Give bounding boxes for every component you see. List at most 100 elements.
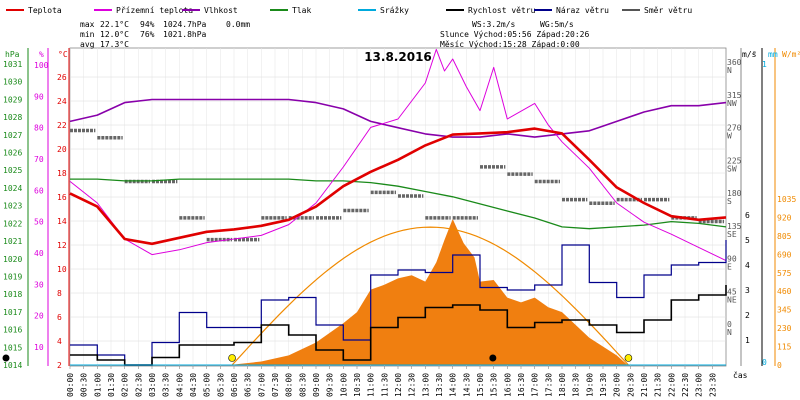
legend-entry: Vlhkost [204, 6, 238, 15]
mm-tick-label: 1 [762, 60, 767, 69]
x-tick-label: 17:00 [531, 373, 540, 397]
c-tick-label: 10 [57, 265, 67, 274]
chart-title: 13.8.2016 [364, 50, 432, 64]
c-tick-label: 24 [57, 97, 67, 106]
temperature-line [69, 127, 727, 246]
c-tick-label: 8 [57, 289, 62, 298]
hpa-tick-label: 1029 [3, 95, 22, 104]
x-tick-label: 01:00 [93, 373, 102, 397]
x-tick-label: 15:30 [490, 373, 499, 397]
x-tick-label: 05:00 [203, 373, 212, 397]
x-tick-label: 07:00 [257, 373, 266, 397]
stats-press: 1024.7hPa [163, 20, 207, 29]
sunrise-marker [228, 354, 236, 362]
x-tick-label: 10:00 [339, 373, 348, 397]
stats-row-label: min [80, 30, 95, 39]
deg-tick-label: 90 [727, 255, 737, 264]
x-tick-label: 00:30 [80, 373, 89, 397]
dir-tick-label: NE [727, 295, 737, 304]
c-tick-label: 14 [57, 217, 67, 226]
hpa-unit-label: hPa [5, 50, 20, 59]
ms-tick-label: 2 [745, 311, 750, 320]
x-tick-label: 23:30 [708, 373, 717, 397]
hpa-tick-label: 1015 [3, 343, 22, 352]
c-tick-label: 26 [57, 73, 67, 82]
ms-tick-label: 5 [745, 236, 750, 245]
deg-tick-label: 135 [727, 222, 742, 231]
hpa-tick-label: 1024 [3, 184, 22, 193]
stats-wg: WG:5m/s [540, 20, 574, 29]
humidity-line [69, 98, 727, 138]
pct-tick-label: 50 [34, 218, 44, 227]
x-tick-label: 13:00 [421, 373, 430, 397]
hpa-tick-label: 1031 [3, 60, 22, 69]
hpa-tick-label: 1030 [3, 78, 22, 87]
hpa-tick-label: 1016 [3, 326, 22, 335]
pct-tick-label: 10 [34, 343, 44, 352]
dir-tick-label: E [727, 263, 732, 272]
pct-tick-label: 60 [34, 186, 44, 195]
x-tick-label: 14:30 [462, 373, 471, 397]
wm2-tick-label: 0 [777, 361, 782, 370]
x-tick-label: 06:30 [244, 373, 253, 397]
ms-tick-label: 4 [745, 261, 750, 270]
ms-tick-label: 3 [745, 286, 750, 295]
wm2-tick-label: 460 [777, 287, 792, 296]
x-tick-label: 18:30 [572, 373, 581, 397]
x-tick-label: 04:30 [189, 373, 198, 397]
stats-sun: Slunce Východ:05:56 Západ:20:26 [440, 30, 589, 39]
hpa-tick-label: 1028 [3, 113, 22, 122]
hpa-tick-label: 1022 [3, 219, 22, 228]
hpa-tick-label: 1027 [3, 131, 22, 140]
stats-temp: 17.3°C [100, 40, 129, 49]
solar-radiation-area [70, 219, 726, 365]
x-tick-label: 20:00 [613, 373, 622, 397]
x-tick-label: 18:00 [558, 373, 567, 397]
pct-tick-label: 40 [34, 249, 44, 258]
stats-hum: 76% [140, 30, 155, 39]
wind-gust-line [70, 240, 727, 366]
x-tick-label: 03:00 [148, 373, 157, 397]
wm2-tick-label: 345 [777, 306, 792, 315]
hpa-tick-label: 1021 [3, 237, 22, 246]
deg-tick-label: 0 [727, 320, 732, 329]
legend-entry: Teplota [28, 6, 62, 15]
deg-tick-label: 315 [727, 91, 742, 100]
mm-tick-label: 0 [762, 358, 767, 367]
x-tick-label: 21:00 [640, 373, 649, 397]
moonset-marker [2, 354, 10, 362]
deg-tick-label: 45 [727, 287, 737, 296]
x-tick-label: 15:00 [476, 373, 485, 397]
pct-tick-label: 90 [34, 92, 44, 101]
dir-tick-label: NW [727, 99, 737, 108]
c-tick-label: 22 [57, 121, 67, 130]
x-tick-label: 22:00 [667, 373, 676, 397]
x-tick-label: 10:30 [353, 373, 362, 397]
stats-row-label: avg [80, 40, 95, 49]
x-tick-label: 21:30 [654, 373, 663, 397]
dir-tick-label: N [727, 66, 732, 75]
stats-hum: 94% [140, 20, 155, 29]
x-tick-label: 19:30 [599, 373, 608, 397]
x-tick-label: 16:00 [503, 373, 512, 397]
x-tick-label: 12:00 [394, 373, 403, 397]
ms-tick-label: 6 [745, 211, 750, 220]
pct-tick-label: 80 [34, 124, 44, 133]
wm2-unit-label: W/m² [782, 50, 800, 59]
stats-temp: 12.0°C [100, 30, 129, 39]
hpa-tick-label: 1017 [3, 308, 22, 317]
x-axis-label: čas [733, 370, 748, 380]
legend-entry: Rychlost větru [468, 6, 536, 15]
deg-unit-label: ° [752, 50, 757, 59]
x-tick-label: 09:30 [326, 373, 335, 397]
x-tick-label: 06:00 [230, 373, 239, 397]
x-tick-label: 19:00 [585, 373, 594, 397]
x-tick-label: 23:00 [695, 373, 704, 397]
wm2-tick-label: 115 [777, 343, 792, 352]
hpa-tick-label: 1018 [3, 290, 22, 299]
x-tick-label: 11:00 [367, 373, 376, 397]
stats-press: 1021.8hPa [163, 30, 207, 39]
c-unit-label: °C [58, 50, 68, 59]
wind-speed-line [70, 285, 727, 366]
